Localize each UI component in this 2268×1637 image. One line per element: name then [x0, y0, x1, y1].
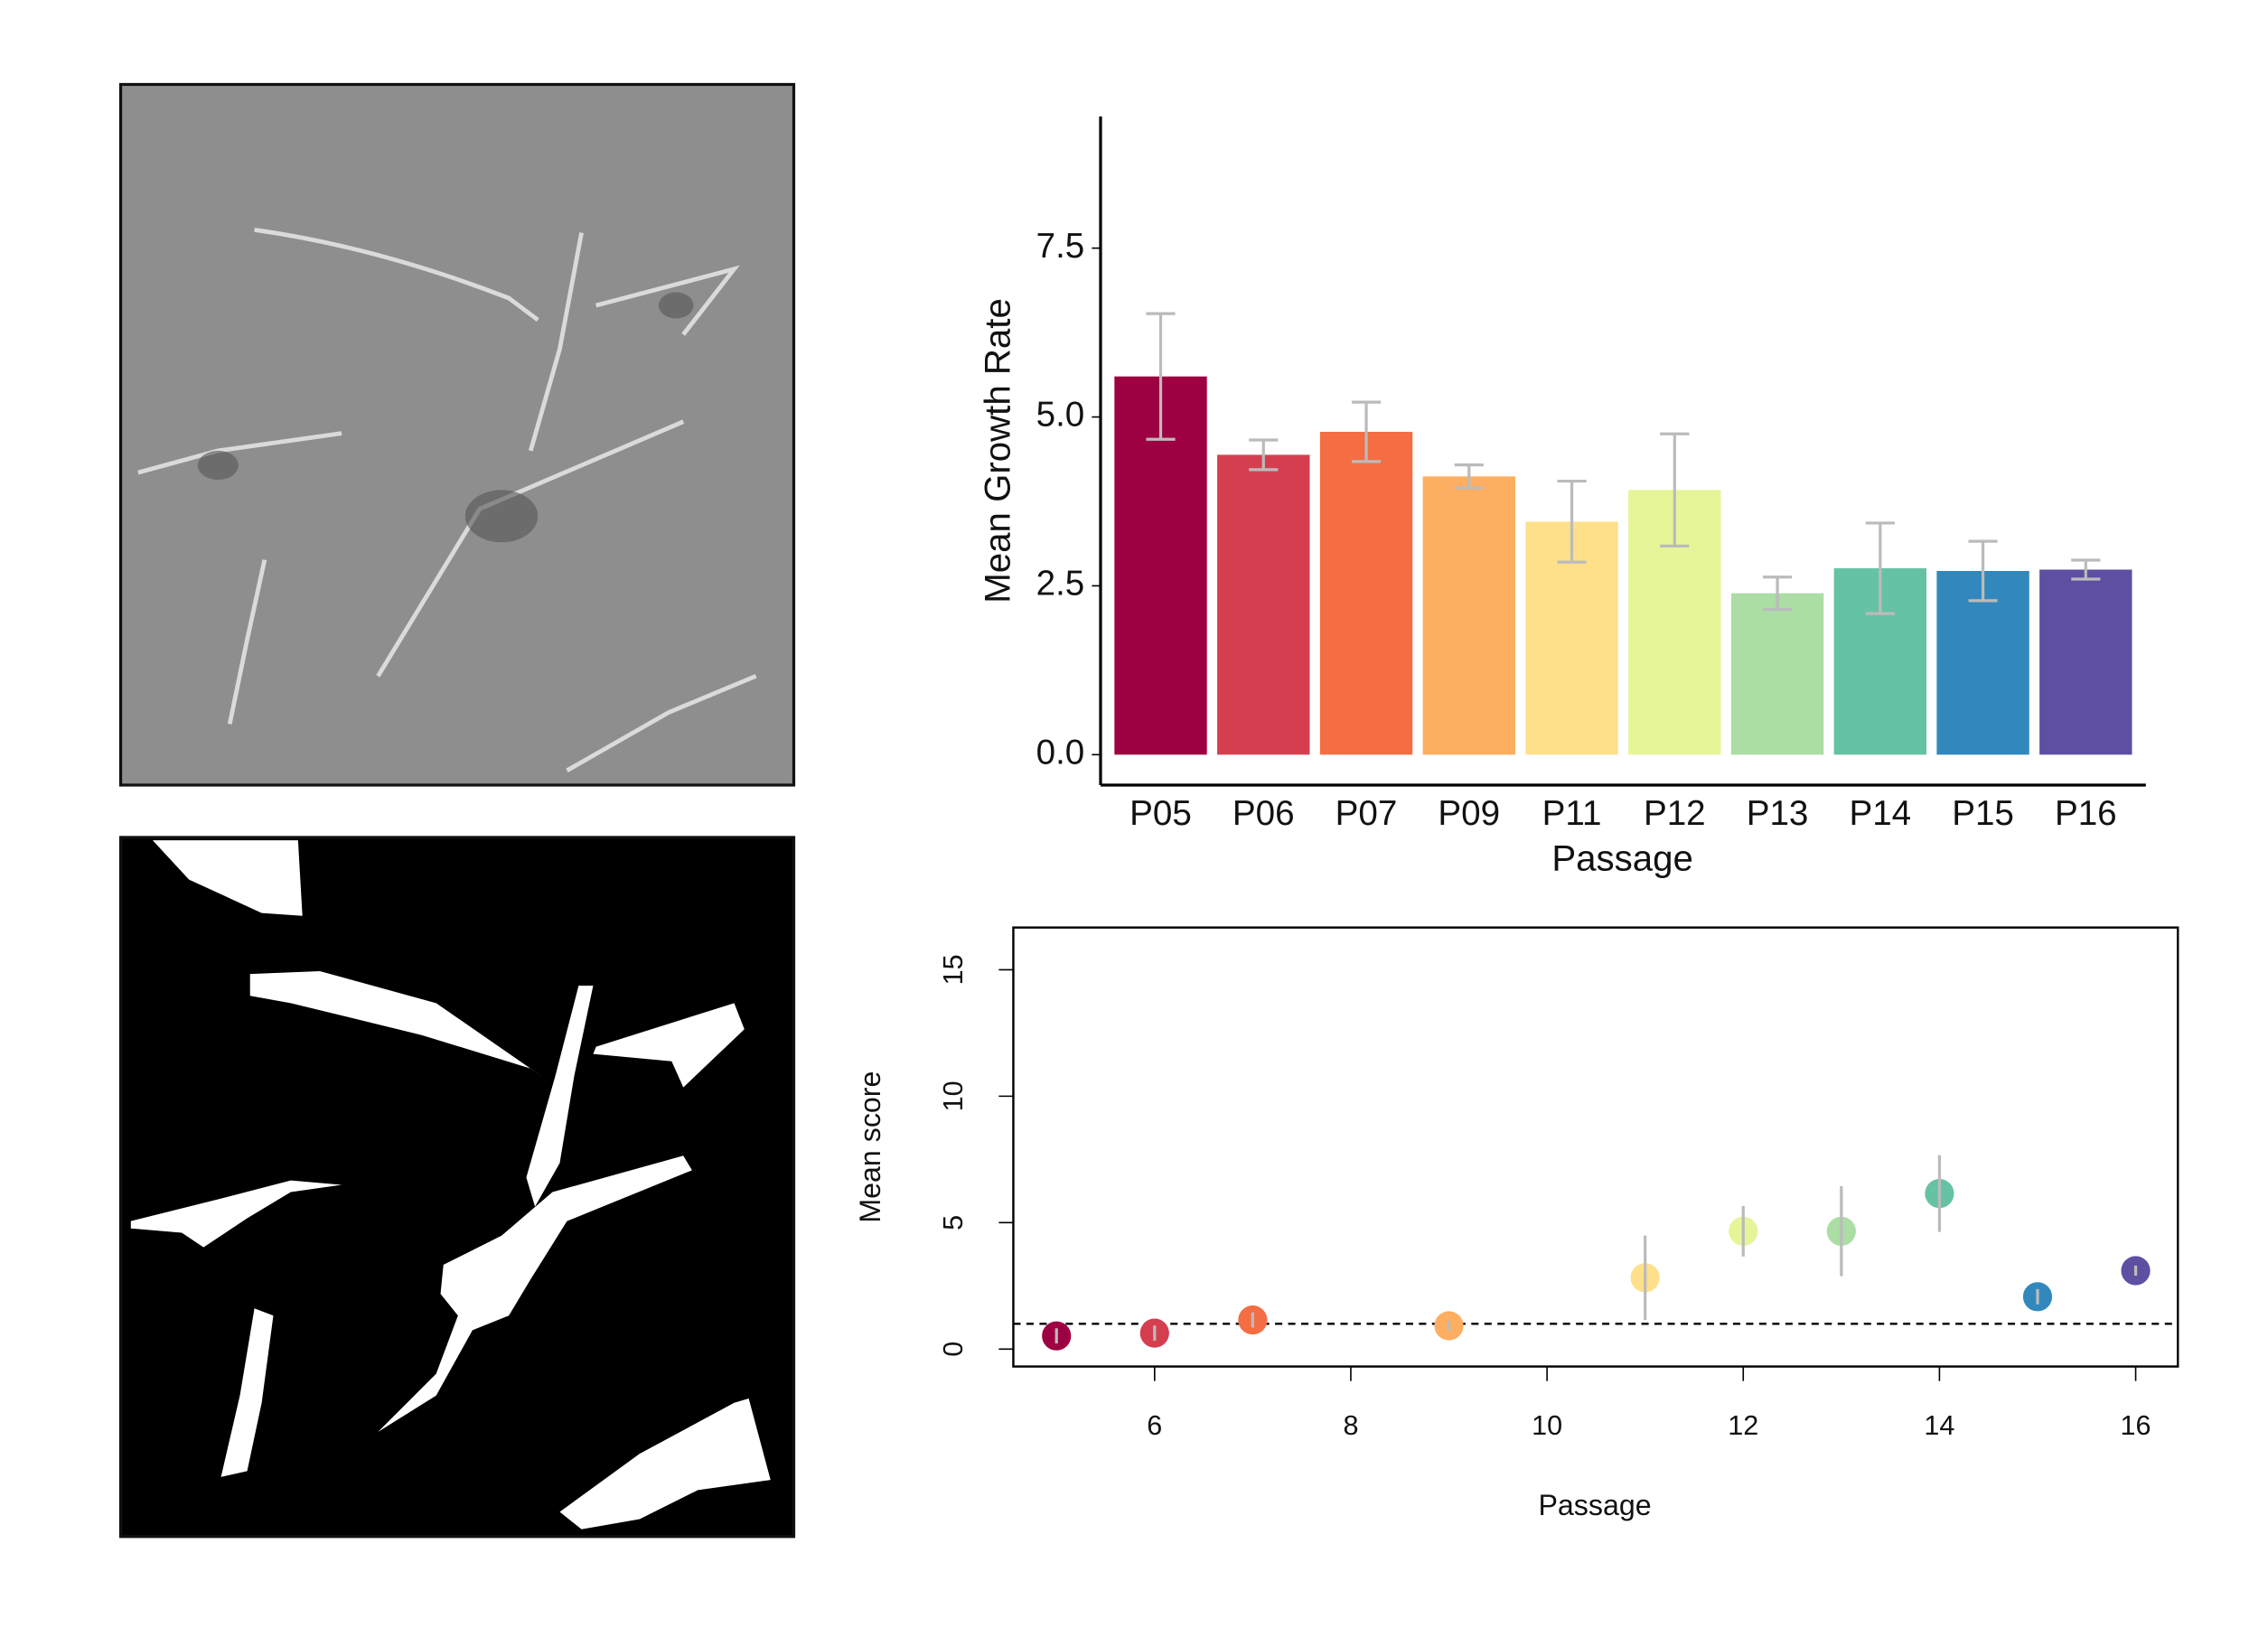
x-tick-label: 16 [2121, 1410, 2151, 1441]
y-axis-title: Mean Growth Rate [978, 298, 1018, 603]
x-tick-label: 6 [1147, 1410, 1162, 1441]
x-tick-label: P07 [1335, 794, 1398, 833]
bar [2039, 569, 2132, 755]
bar [1422, 476, 1515, 755]
bar [1730, 593, 1824, 755]
y-axis-title: Mean score [854, 1071, 886, 1223]
x-axis-title: Passage [1538, 1489, 1651, 1521]
y-tick-label: 15 [938, 954, 969, 985]
bar [1217, 454, 1310, 755]
x-tick-label: 12 [1728, 1410, 1758, 1441]
bar [1319, 431, 1413, 755]
y-tick-label: 5 [938, 1215, 969, 1230]
x-tick-label: 10 [1532, 1410, 1562, 1441]
x-tick-label: P09 [1438, 794, 1500, 833]
y-tick-label: 0.0 [1036, 734, 1085, 772]
bar-chart: Passage Mean Growth Rate 0.0 2.5 5.0 7.5 P05… [978, 116, 2146, 878]
y-tick-label: 7.5 [1036, 227, 1085, 266]
x-axis-title: Passage [1551, 837, 1693, 878]
x-tick-label: P13 [1747, 794, 1809, 833]
y-tick-label: 2.5 [1036, 565, 1085, 603]
x-tick-label: P11 [1542, 794, 1602, 833]
segmentation-mask [118, 836, 796, 1539]
x-tick-label: P14 [1849, 794, 1911, 833]
x-tick-label: 14 [1924, 1410, 1954, 1441]
x-tick-label: P12 [1644, 794, 1706, 833]
x-tick-label: P15 [1952, 794, 2014, 833]
y-tick-label: 5.0 [1036, 396, 1085, 435]
y-tick-label: 10 [938, 1080, 969, 1111]
y-tick-label: 0 [938, 1342, 969, 1357]
x-tick-label: 8 [1343, 1410, 1358, 1441]
x-tick-label: P05 [1129, 794, 1192, 833]
micrograph [118, 82, 796, 787]
x-tick-label: P16 [2055, 794, 2117, 833]
x-tick-label: P06 [1232, 794, 1295, 833]
scatter-chart: Passage Mean score 6 8 10 12 14 16 0 5 10 15 [854, 926, 2179, 1521]
plot-frame [1012, 926, 2179, 1368]
